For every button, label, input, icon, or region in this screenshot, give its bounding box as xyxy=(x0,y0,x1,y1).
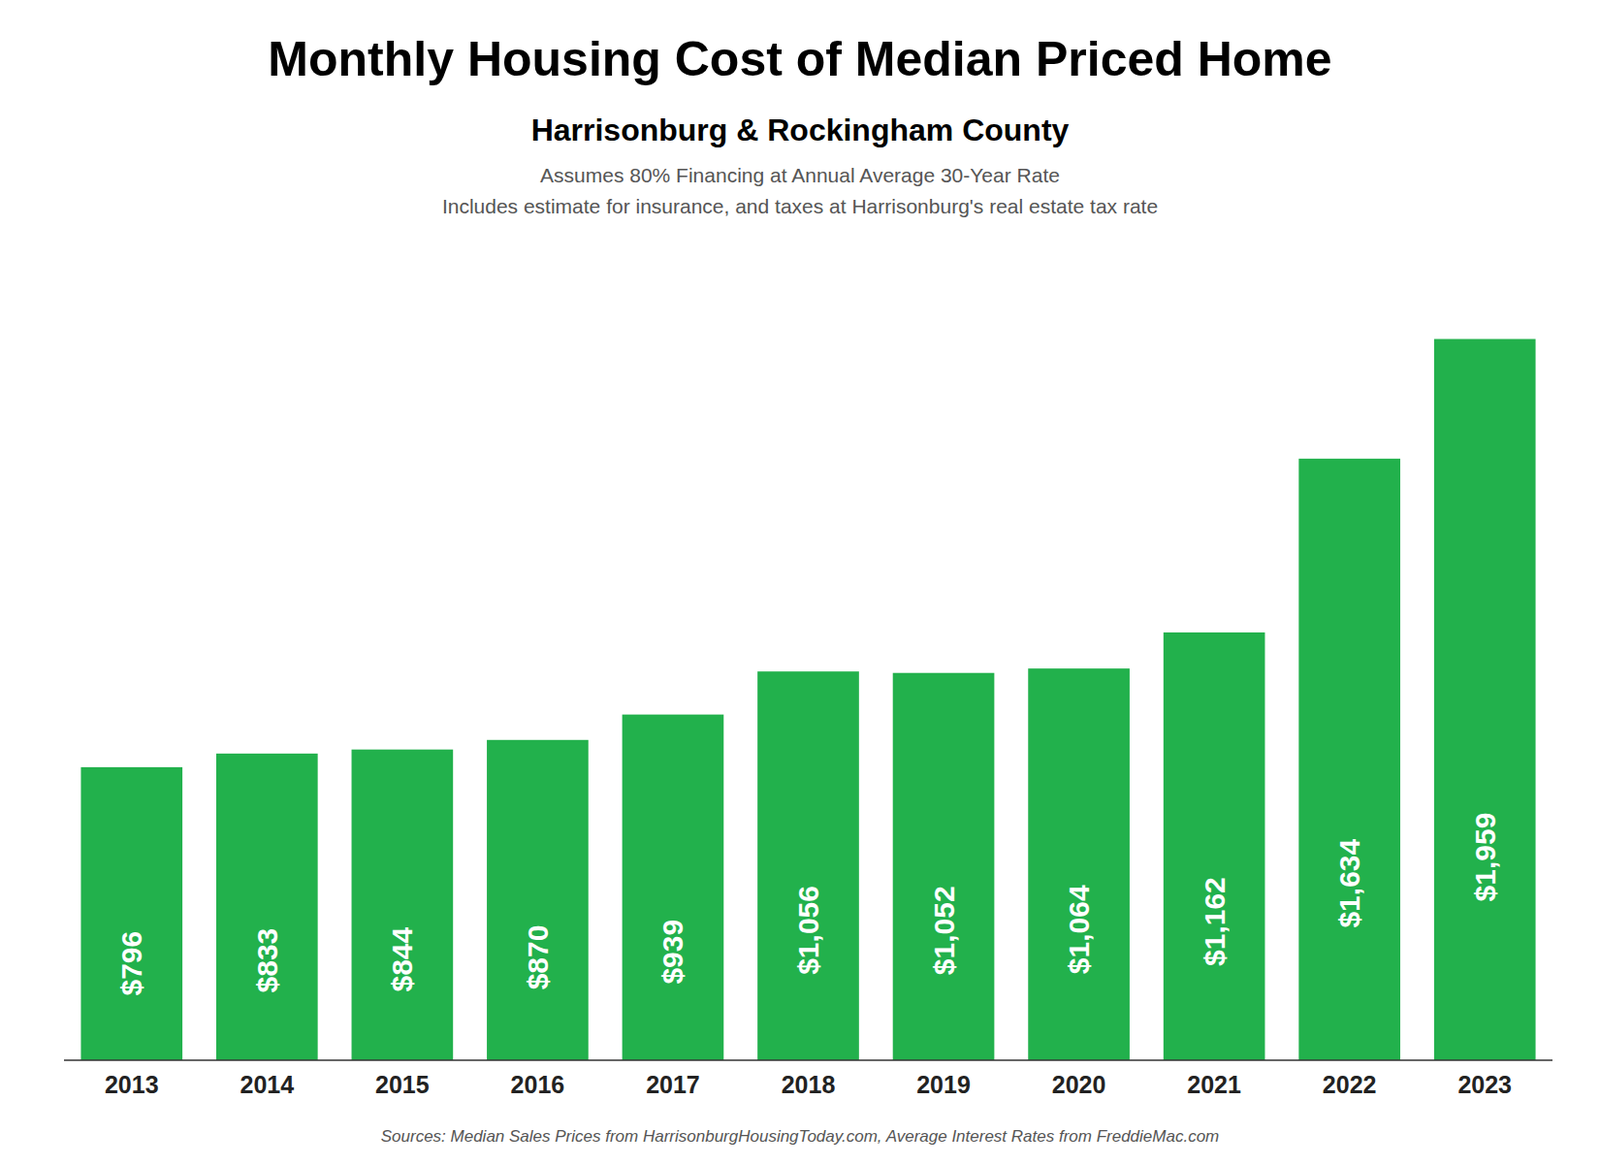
bar xyxy=(893,672,995,1060)
tick-label: 2019 xyxy=(916,1070,971,1098)
bars xyxy=(80,338,1536,1060)
tick-label: 2017 xyxy=(645,1070,701,1098)
data-label: $1,064 xyxy=(1062,884,1095,974)
data-label: $939 xyxy=(656,919,689,985)
title: Monthly Housing Cost of Median Priced Ho… xyxy=(267,32,1332,87)
tick-label: 2015 xyxy=(375,1070,430,1098)
bar xyxy=(757,671,860,1060)
footer: Sources: Median Sales Prices from Harris… xyxy=(381,1126,1220,1146)
tick-label: 2014 xyxy=(240,1070,295,1098)
x-ticks: 2013 2014 2015 2016 2017 2018 2019 2020 2021 2022… xyxy=(104,1070,1512,1098)
bar xyxy=(216,753,319,1060)
bar xyxy=(486,739,589,1060)
tick-label: 2023 xyxy=(1457,1070,1512,1098)
data-labels: $796 $833 $844 $870 $939 $1,056 $1,052 $1,064 $1… xyxy=(115,812,1501,996)
data-label: $1,634 xyxy=(1333,837,1366,928)
data-label: $1,959 xyxy=(1469,812,1502,902)
data-label: $796 xyxy=(115,930,148,996)
chart: Monthly Housing Cost of Median Priced Ho… xyxy=(0,0,1600,1165)
data-label: $844 xyxy=(385,926,418,992)
data-label: $1,162 xyxy=(1198,876,1231,966)
background xyxy=(0,0,1600,1165)
bar xyxy=(1163,632,1266,1060)
bar xyxy=(1434,338,1536,1060)
tick-label: 2016 xyxy=(511,1070,566,1098)
tick-label: 2020 xyxy=(1052,1070,1107,1098)
bar xyxy=(80,767,183,1060)
data-label: $1,056 xyxy=(792,885,825,975)
x-axis-line xyxy=(64,1058,1553,1061)
bar xyxy=(352,749,454,1060)
data-label: $1,052 xyxy=(928,885,960,975)
subtitle: Assumes 80% Financing at Annual Average … xyxy=(540,163,1060,187)
bar xyxy=(622,714,725,1060)
subtitle: Harrisonburg & Rockingham County xyxy=(531,112,1070,148)
tick-label: 2013 xyxy=(104,1070,160,1098)
tick-label: 2022 xyxy=(1322,1070,1377,1098)
tick-label: 2018 xyxy=(781,1070,836,1098)
data-label: $833 xyxy=(251,928,284,993)
data-label: $870 xyxy=(521,925,554,991)
tick-label: 2021 xyxy=(1186,1070,1242,1098)
bar xyxy=(1027,668,1130,1060)
bar xyxy=(1298,458,1401,1060)
subtitle: Includes estimate for insurance, and tax… xyxy=(442,194,1158,218)
